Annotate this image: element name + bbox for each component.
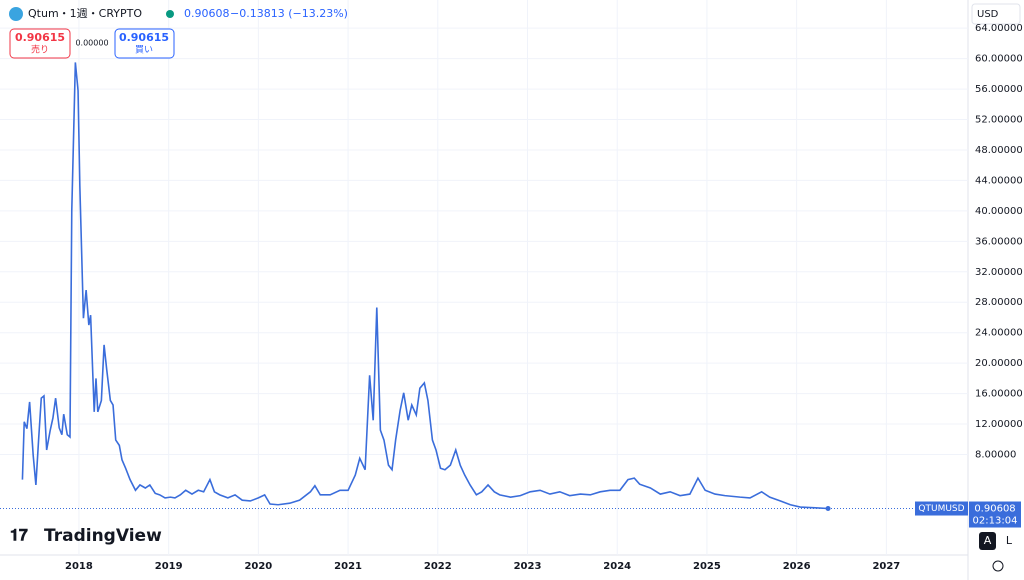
y-tick-label: 40.00000 — [975, 206, 1023, 217]
x-tick-label: 2024 — [603, 561, 631, 572]
y-tick-label: 24.00000 — [975, 328, 1023, 339]
price-tag — [969, 501, 1021, 528]
spread: 0.00000 — [75, 39, 108, 48]
log-label[interactable]: L — [1006, 534, 1013, 547]
settings-icon[interactable] — [992, 560, 1004, 572]
y-tick-label: 52.00000 — [975, 115, 1023, 126]
change: −0.13813 (−13.23%) — [230, 7, 348, 20]
y-tick-label: 32.00000 — [975, 267, 1023, 278]
status-dot — [166, 10, 174, 18]
y-tick-label: 64.00000 — [975, 23, 1023, 34]
symbol: Qtum・1週・CRYPTO — [28, 7, 142, 20]
y-tick-label: 60.00000 — [975, 54, 1023, 65]
y-tick-label: 48.00000 — [975, 145, 1023, 156]
x-tick-label: 2027 — [872, 561, 900, 572]
price-tag-price: 0.90608 — [974, 504, 1015, 515]
price-tag-ticker: QTUMUSD — [918, 504, 964, 514]
buy-button[interactable] — [114, 28, 175, 59]
x-tick-label: 2021 — [334, 561, 362, 572]
logo: TradingView — [44, 526, 162, 546]
price-tag — [915, 501, 968, 516]
y-tick-label: 20.00000 — [975, 358, 1023, 369]
currency-button[interactable] — [971, 3, 1021, 25]
x-tick-label: 2025 — [693, 561, 721, 572]
currency: USD — [977, 9, 999, 20]
coin-icon — [9, 7, 23, 21]
x-tick-label: 2020 — [244, 561, 272, 572]
sell-label: 売り — [31, 44, 49, 56]
price-line — [21, 62, 829, 510]
auto-button[interactable] — [979, 532, 996, 550]
sell-button[interactable] — [9, 28, 71, 59]
last-point — [825, 506, 831, 512]
logo-mark: 𝟏𝟕 — [10, 526, 28, 545]
x-tick-label: 2019 — [155, 561, 183, 572]
buy-price: 0.90615 — [119, 31, 169, 44]
x-tick-label: 2022 — [424, 561, 452, 572]
y-tick-label: 8.00000 — [975, 450, 1016, 461]
y-tick-label: 16.00000 — [975, 389, 1023, 400]
plot — [0, 0, 968, 555]
y-tick-label: 44.00000 — [975, 175, 1023, 186]
x-tick-label: 2018 — [65, 561, 93, 572]
y-tick-label: 36.00000 — [975, 236, 1023, 247]
buy-label: 買い — [135, 45, 153, 56]
price-tag-countdown: 02:13:04 — [973, 516, 1018, 527]
x-tick-label: 2026 — [783, 561, 811, 572]
last-price: 0.90608 — [184, 7, 230, 20]
y-tick-label: 12.00000 — [975, 419, 1023, 430]
y-tick-label: 56.00000 — [975, 84, 1023, 95]
y-tick-label: 28.00000 — [975, 297, 1023, 308]
auto-label: A — [984, 534, 992, 547]
sell-price: 0.90615 — [15, 31, 65, 44]
x-tick-label: 2023 — [514, 561, 542, 572]
